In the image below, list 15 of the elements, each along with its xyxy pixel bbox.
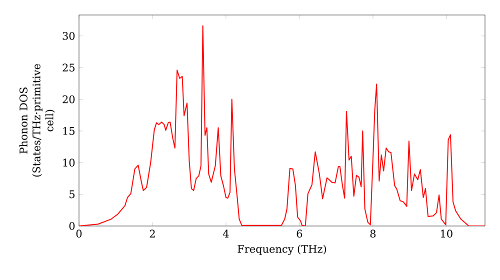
y-tick-label: 0 (69, 222, 75, 230)
y-tick-label: 30 (62, 32, 75, 40)
x-axis-title: Frequency (THz) (238, 244, 326, 256)
y-tick-label: 15 (63, 126, 74, 135)
x-tick-label: 6 (296, 230, 302, 238)
y-tick-label: 20 (62, 95, 75, 104)
x-tick-label: 0 (76, 230, 82, 238)
x-tick-label: 8 (370, 230, 376, 238)
y-axis-title: Phonon DOS (States/THz·primitive cell) (19, 64, 55, 177)
x-tick-label: 4 (222, 230, 229, 238)
y-tick-label: 25 (62, 64, 74, 72)
y-tick-label: 10 (63, 158, 75, 167)
y-tick-label: 5 (70, 190, 75, 198)
x-tick-label: 10 (441, 230, 452, 238)
x-tick-label: 2 (150, 230, 155, 238)
